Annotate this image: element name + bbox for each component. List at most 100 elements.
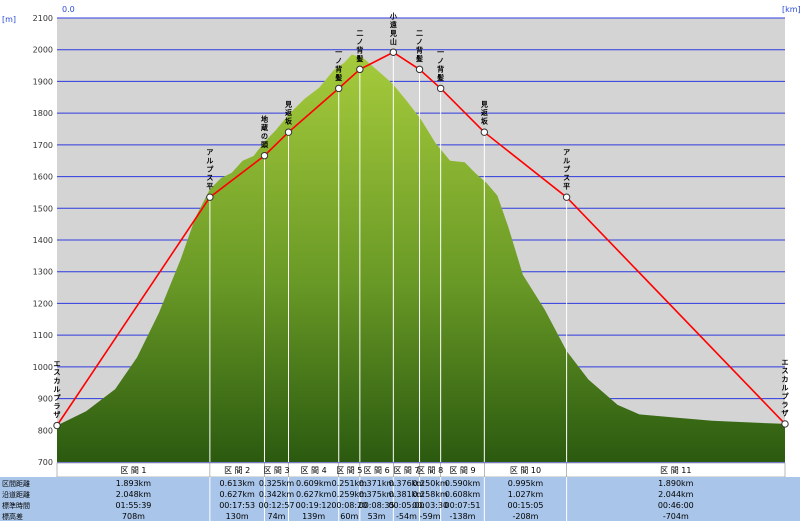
waypoint-marker [206,193,214,201]
section-value: 0.325km [259,479,295,488]
waypoint-label: アルプス平 [206,149,214,191]
waypoint-marker [284,128,293,136]
section-value: 0.376km [389,479,425,488]
section-name: 区 間 7 [393,466,419,475]
y-tick-label: 1600 [33,173,53,182]
section-value: -54m [396,512,417,521]
waypoint-marker [415,65,424,74]
section-value: 00:15:05 [507,501,543,510]
section-value: 0.342km [259,490,295,499]
waypoint-label: 二ノ背髪 [415,29,423,63]
waypoint-marker [260,151,269,160]
section-value: 0.251km [332,479,368,488]
waypoint-label: アルプス平 [563,149,571,191]
y-tick-label: 1700 [33,141,53,150]
section-value: 130m [226,512,249,521]
y-tick-label: 1200 [33,299,53,308]
section-value: -138m [450,512,476,521]
section-value: 1.890km [658,479,694,488]
y-tick-label: 700 [38,458,53,467]
y-tick-label: 1100 [33,331,53,340]
section-value: 0.609km [296,479,332,488]
waypoint-label: 一ノ背髪 [334,48,342,82]
section-value: 00:46:00 [658,501,694,510]
section-value: 139m [302,512,325,521]
section-value: 74m [267,512,285,521]
waypoint-label: 小遠見山 [389,11,397,46]
row-label: 区間距離 [2,479,30,488]
section-value: 00:08:35 [359,501,395,510]
section-value: 0.250km [412,479,448,488]
section-value: 0.608km [445,490,481,499]
row-label: 標準時間 [2,501,30,510]
waypoint-marker [389,48,398,56]
waypoint-label: エスカルプラザ [54,360,62,419]
section-value: 0.995km [508,479,544,488]
section-name: 区 間 5 [336,466,362,475]
section-name: 区 間 10 [510,466,541,475]
section-value: 1.893km [116,479,152,488]
y-tick-label: 900 [38,395,53,404]
section-name: 区 間 4 [301,466,327,475]
section-value: 708m [122,512,145,521]
section-value: 53m [368,512,386,521]
waypoint-label: エスカルプラザ [782,358,790,417]
section-name: 区 間 2 [224,466,250,475]
section-name: 区 間 3 [263,466,289,475]
y-tick-label: 1400 [33,236,53,245]
y-tick-label: 1000 [33,363,53,372]
section-name: 区 間 8 [417,466,443,475]
section-value: 1.027km [508,490,544,499]
waypoint-marker [356,65,364,74]
section-value: 0.627km [296,490,332,499]
section-value: 0.381km [389,490,425,499]
section-value: 00:19:12 [296,501,332,510]
waypoint-label: 見返坂 [284,100,293,126]
section-value: 00:05:00 [388,501,424,510]
waypoint-marker [562,193,571,201]
section-value: 0.259km [332,490,368,499]
y-tick-label: 1900 [33,77,53,86]
section-value: 0.613km [220,479,256,488]
section-value: 0.627km [220,490,256,499]
section-value: -59m [420,512,441,521]
section-name: 区 間 11 [660,466,691,475]
section-value: 00:07:51 [445,501,481,510]
waypoint-marker [480,128,489,136]
section-name: 区 間 9 [449,466,475,475]
waypoint-marker [436,84,445,93]
section-value: 2.048km [116,490,152,499]
section-value: 0.375km [359,490,395,499]
section-value: 00:17:53 [219,501,255,510]
y-tick-label: 1500 [33,204,53,213]
section-value: 01:55:39 [115,501,151,510]
waypoint-label: 見返坂 [480,100,489,126]
section-value: 2.044km [658,490,694,499]
y-tick-label: 1300 [33,268,53,277]
waypoint-marker [335,84,343,93]
route-line [56,51,786,426]
section-value: 0.371km [359,479,395,488]
waypoint-label: 二ノ背髪 [355,29,363,63]
section-value: 0.258km [412,490,448,499]
terrain-area [57,54,785,462]
waypoint-label: 地蔵の頭 [260,115,269,150]
section-value: 00:12:57 [259,501,295,510]
y-tick-label: 1800 [33,109,53,118]
section-value: 0.590km [445,479,481,488]
section-values-band [0,477,800,521]
waypoint-marker [781,420,789,428]
x-start-label: 0.0 [62,5,75,14]
section-name: 区 間 6 [363,466,389,475]
waypoint-label: 一ノ背髪 [436,48,444,82]
section-value: 00:08:20 [331,501,367,510]
y-tick-label: 2000 [33,46,53,55]
waypoint-marker [53,421,61,430]
y-tick-label: 800 [38,426,53,435]
section-name: 区 間 1 [120,466,146,475]
section-value: 00:03:30 [412,501,448,510]
x-unit-label: [km] [782,5,800,14]
y-unit-label: [m] [2,15,16,24]
y-tick-label: 2100 [33,14,53,23]
